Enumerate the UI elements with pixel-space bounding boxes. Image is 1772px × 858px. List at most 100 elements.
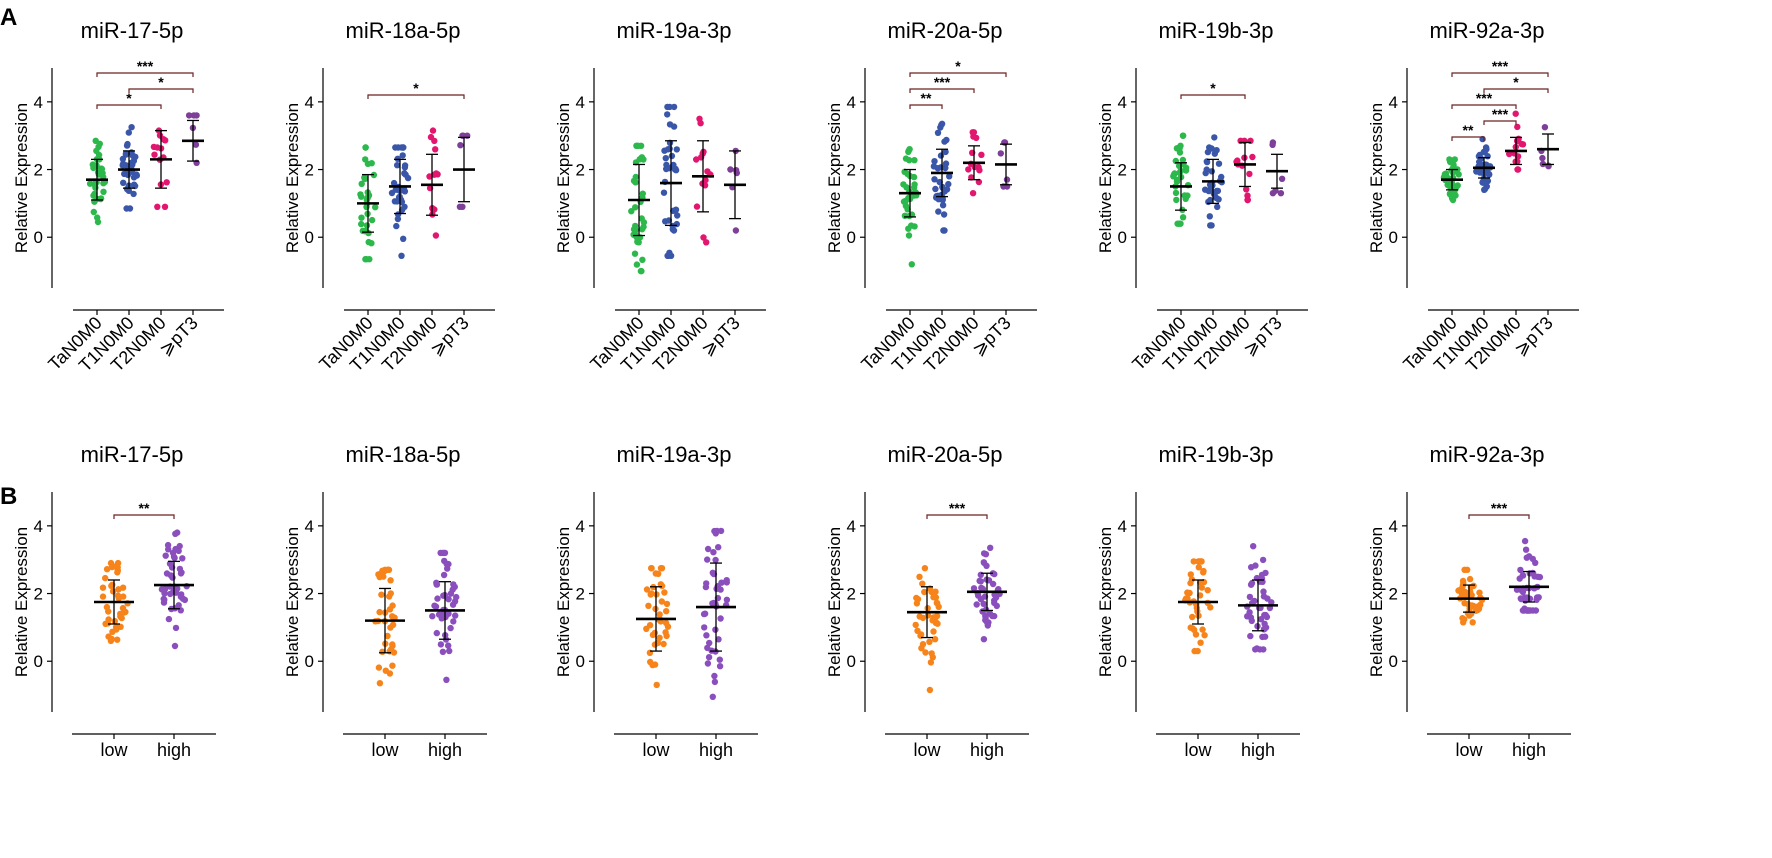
significance-label: *** xyxy=(934,74,951,90)
data-point xyxy=(943,136,950,144)
data-point xyxy=(639,256,646,263)
data-point xyxy=(991,599,998,607)
data-point xyxy=(94,169,102,176)
data-point xyxy=(171,554,178,562)
data-point xyxy=(997,150,1004,157)
data-point xyxy=(1519,572,1527,579)
data-point xyxy=(1512,110,1519,117)
data-point xyxy=(165,615,173,623)
data-point xyxy=(1190,558,1197,565)
data-point xyxy=(943,186,951,193)
x-tick-label: high xyxy=(699,740,733,760)
significance-bracket xyxy=(909,72,1007,77)
y-tick-label: 2 xyxy=(1118,585,1127,604)
data-point xyxy=(172,545,179,553)
data-point xyxy=(1213,187,1220,195)
data-point xyxy=(376,680,384,687)
significance-bracket xyxy=(96,104,162,109)
data-point xyxy=(910,173,918,181)
data-point xyxy=(124,140,131,148)
data-point xyxy=(114,636,121,643)
data-point xyxy=(704,168,711,175)
panel-label-b: B xyxy=(0,483,17,510)
data-point xyxy=(716,656,723,663)
data-point xyxy=(1179,214,1187,221)
data-point xyxy=(432,232,440,239)
data-point xyxy=(1247,614,1255,621)
data-point xyxy=(386,648,393,655)
y-tick-label: 4 xyxy=(1118,93,1127,112)
data-point xyxy=(429,127,437,134)
data-point xyxy=(945,180,952,188)
data-point xyxy=(1485,171,1493,178)
data-point xyxy=(656,611,663,618)
y-tick-label: 4 xyxy=(847,93,856,112)
data-point xyxy=(1211,150,1219,157)
data-point xyxy=(973,134,980,142)
data-point xyxy=(440,571,448,579)
data-point xyxy=(932,185,939,193)
data-point xyxy=(1442,170,1450,177)
y-tick-label: 4 xyxy=(576,93,585,112)
significance-bracket xyxy=(96,72,194,77)
data-point xyxy=(125,129,132,136)
data-point xyxy=(99,593,107,600)
data-point xyxy=(361,174,368,181)
significance-bracket xyxy=(128,88,194,93)
y-axis-label: Relative Expression xyxy=(554,103,573,253)
data-point xyxy=(916,573,923,580)
data-point xyxy=(652,570,659,577)
y-axis-label: Relative Expression xyxy=(1096,103,1115,253)
y-tick-label: 2 xyxy=(34,161,43,180)
data-point xyxy=(382,667,389,674)
data-point xyxy=(118,614,125,622)
data-point xyxy=(928,588,935,596)
data-point xyxy=(1176,169,1183,176)
data-point xyxy=(358,220,365,228)
y-tick-label: 4 xyxy=(305,93,314,112)
y-axis-label: Relative Expression xyxy=(283,103,302,253)
data-point xyxy=(634,238,641,245)
data-point xyxy=(632,173,639,181)
data-point xyxy=(185,112,193,119)
data-point xyxy=(1520,607,1528,614)
data-point xyxy=(662,155,669,162)
data-point xyxy=(105,616,112,623)
data-point xyxy=(672,167,680,174)
data-point xyxy=(401,164,409,171)
data-point xyxy=(661,589,668,596)
data-point xyxy=(987,544,994,551)
data-point xyxy=(453,593,460,601)
y-tick-label: 0 xyxy=(1118,652,1127,671)
data-point xyxy=(161,203,169,210)
data-point xyxy=(433,170,440,177)
data-point xyxy=(394,215,402,223)
data-point xyxy=(394,162,401,169)
data-point xyxy=(660,189,668,196)
data-point xyxy=(1172,189,1180,197)
data-point xyxy=(1536,573,1544,581)
significance-bracket xyxy=(1451,104,1517,109)
y-tick-label: 2 xyxy=(305,585,314,604)
data-point xyxy=(912,621,919,629)
data-point xyxy=(1446,158,1454,166)
data-point xyxy=(638,226,646,233)
data-point xyxy=(1182,167,1190,174)
data-point xyxy=(645,602,652,609)
data-point xyxy=(919,580,926,587)
chart-7: miR-17-5p Relative Expression 0 2 4 low high ** xyxy=(12,442,216,760)
significance-bracket xyxy=(1468,514,1530,519)
y-axis-label: Relative Expression xyxy=(554,527,573,677)
data-point xyxy=(942,160,950,167)
data-point xyxy=(119,155,127,163)
data-point xyxy=(167,590,174,598)
data-point xyxy=(1246,170,1253,178)
data-point xyxy=(163,570,171,577)
x-tick-label: high xyxy=(157,740,191,760)
data-point xyxy=(1248,564,1255,571)
data-point xyxy=(450,581,457,588)
data-point xyxy=(387,577,394,584)
data-point xyxy=(924,605,931,612)
data-point xyxy=(693,156,700,163)
